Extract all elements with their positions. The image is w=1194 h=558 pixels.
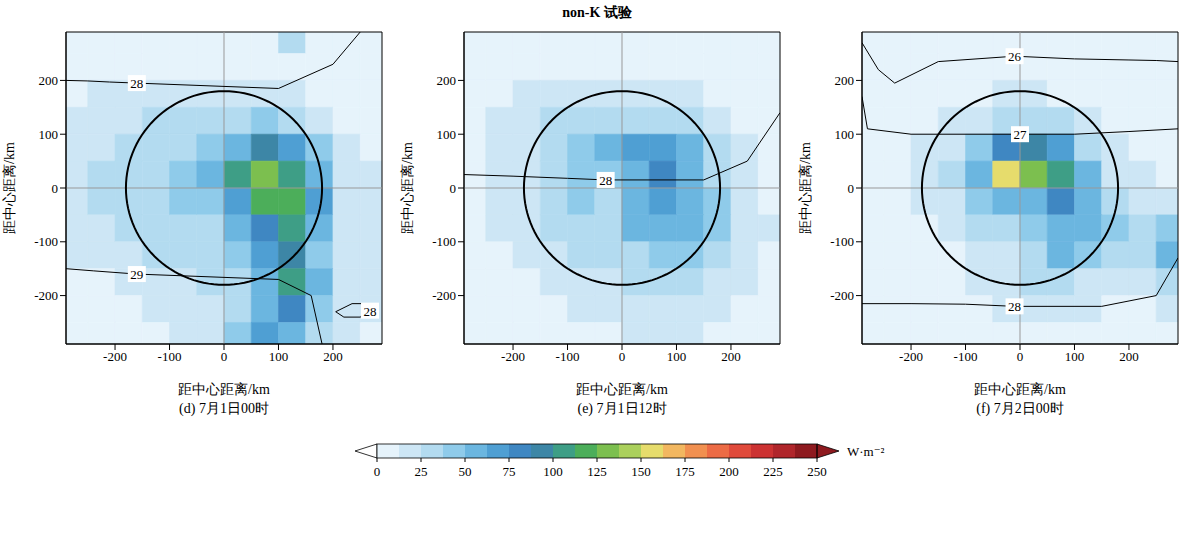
svg-text:距中心距离/km: 距中心距离/km — [2, 142, 17, 234]
svg-text:200: 200 — [39, 73, 59, 88]
svg-text:200: 200 — [835, 73, 855, 88]
svg-text:200: 200 — [1119, 349, 1139, 364]
svg-text:距中心距离/km: 距中心距离/km — [798, 142, 813, 234]
svg-text:-100: -100 — [432, 234, 456, 249]
svg-text:200: 200 — [719, 464, 739, 479]
svg-text:100: 100 — [543, 464, 563, 479]
html-text:non-K 试验: non-K 试验 — [562, 5, 632, 20]
svg-text:-200: -200 — [34, 288, 58, 303]
svg-text:-100: -100 — [556, 349, 580, 364]
svg-text:225: 225 — [763, 464, 783, 479]
html-text:(d) 7月1日00时: (d) 7月1日00时 — [179, 401, 269, 416]
svg-text:距中心距离/km: 距中心距离/km — [178, 382, 270, 397]
svg-text:100: 100 — [835, 127, 855, 142]
svg-text:-200: -200 — [501, 349, 525, 364]
svg-text:28: 28 — [599, 173, 612, 188]
svg-text:0: 0 — [374, 464, 381, 479]
svg-text:-100: -100 — [954, 349, 978, 364]
svg-text:29: 29 — [130, 267, 143, 282]
svg-text:250: 250 — [807, 464, 827, 479]
svg-text:距中心距离/km: 距中心距离/km — [576, 382, 668, 397]
svg-text:150: 150 — [631, 464, 651, 479]
svg-text:27: 27 — [1014, 127, 1028, 142]
html-text:(f) 7月2日00时: (f) 7月2日00时 — [976, 401, 1064, 416]
svg-text:175: 175 — [675, 464, 695, 479]
svg-text:50: 50 — [459, 464, 472, 479]
svg-text:100: 100 — [1065, 349, 1085, 364]
svg-text:-100: -100 — [34, 234, 58, 249]
svg-text:距中心距离/km: 距中心距离/km — [400, 142, 415, 234]
svg-text:100: 100 — [39, 127, 59, 142]
svg-text:W·m⁻²: W·m⁻² — [847, 444, 885, 459]
svg-text:100: 100 — [667, 349, 687, 364]
svg-text:0: 0 — [1017, 349, 1024, 364]
svg-text:100: 100 — [269, 349, 289, 364]
svg-text:25: 25 — [415, 464, 428, 479]
svg-text:-100: -100 — [158, 349, 182, 364]
svg-text:28: 28 — [364, 304, 377, 319]
svg-text:0: 0 — [619, 349, 626, 364]
svg-text:100: 100 — [437, 127, 457, 142]
svg-text:200: 200 — [323, 349, 343, 364]
svg-text:200: 200 — [437, 73, 457, 88]
html-text:(e) 7月1日12时: (e) 7月1日12时 — [577, 401, 667, 416]
svg-text:26: 26 — [1008, 49, 1022, 64]
svg-text:0: 0 — [450, 181, 457, 196]
svg-text:200: 200 — [721, 349, 741, 364]
svg-text:0: 0 — [52, 181, 59, 196]
svg-text:0: 0 — [221, 349, 228, 364]
svg-text:0: 0 — [848, 181, 855, 196]
svg-text:125: 125 — [587, 464, 607, 479]
svg-text:-200: -200 — [830, 288, 854, 303]
svg-text:28: 28 — [1008, 299, 1021, 314]
svg-text:-200: -200 — [899, 349, 923, 364]
svg-text:28: 28 — [130, 76, 143, 91]
svg-text:-100: -100 — [830, 234, 854, 249]
svg-text:75: 75 — [503, 464, 516, 479]
svg-text:距中心距离/km: 距中心距离/km — [974, 382, 1066, 397]
svg-text:-200: -200 — [432, 288, 456, 303]
svg-text:-200: -200 — [103, 349, 127, 364]
